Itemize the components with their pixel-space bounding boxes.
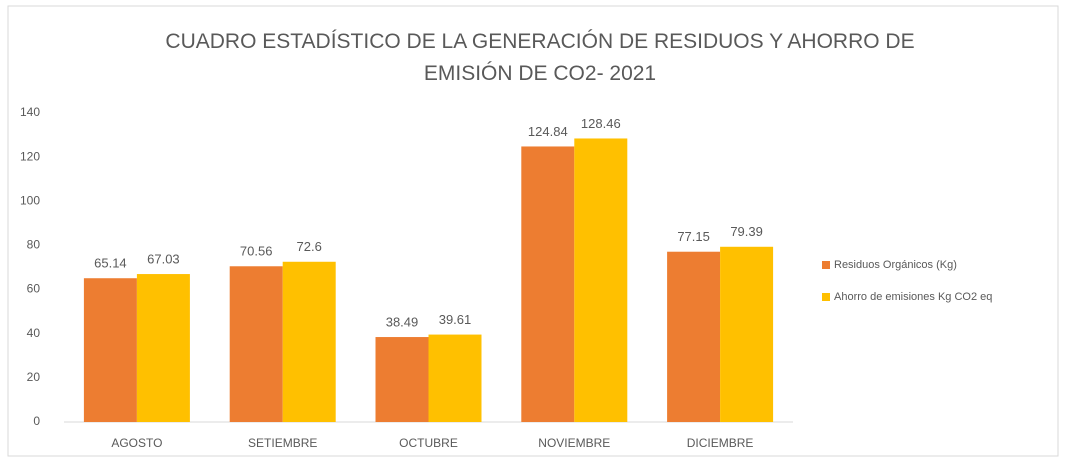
data-label: 128.46	[581, 116, 621, 131]
bar	[282, 261, 336, 422]
data-label: 70.56	[240, 244, 273, 259]
data-label: 67.03	[147, 251, 180, 266]
bar	[667, 251, 721, 422]
legend-label: Ahorro de emisiones Kg CO2 eq	[834, 291, 992, 303]
y-tick-label: 0	[33, 414, 40, 428]
bar	[375, 337, 429, 422]
x-tick-label: AGOSTO	[111, 436, 162, 450]
data-label: 72.6	[297, 239, 322, 254]
bar	[720, 246, 774, 422]
bar	[136, 274, 190, 422]
chart-title: CUADRO ESTADÍSTICO DE LA GENERACIÓN DE R…	[165, 30, 915, 85]
x-tick-label: OCTUBRE	[399, 436, 458, 450]
data-label: 65.14	[94, 256, 127, 271]
x-tick-label: SETIEMBRE	[248, 436, 317, 450]
bar	[229, 266, 283, 422]
bar	[428, 334, 482, 422]
legend-swatch	[822, 293, 830, 301]
y-tick-label: 40	[27, 326, 41, 340]
data-label: 77.15	[677, 229, 710, 244]
data-label: 39.61	[439, 312, 472, 327]
y-tick-label: 20	[27, 370, 41, 384]
y-tick-label: 120	[20, 149, 40, 163]
legend-swatch	[822, 261, 830, 269]
bar	[574, 138, 628, 422]
y-tick-label: 80	[27, 238, 41, 252]
y-tick-label: 100	[20, 193, 40, 207]
data-label: 124.84	[528, 124, 568, 139]
legend-label: Residuos Orgánicos (Kg)	[834, 259, 957, 271]
data-label: 79.39	[730, 224, 763, 239]
bar	[83, 278, 137, 422]
y-tick-label: 140	[20, 105, 40, 119]
bar	[521, 146, 575, 423]
chart-border	[7, 5, 1059, 457]
x-tick-label: DICIEMBRE	[687, 436, 754, 450]
x-tick-label: NOVIEMBRE	[538, 436, 610, 450]
y-tick-label: 60	[27, 282, 41, 296]
data-label: 38.49	[386, 314, 419, 329]
